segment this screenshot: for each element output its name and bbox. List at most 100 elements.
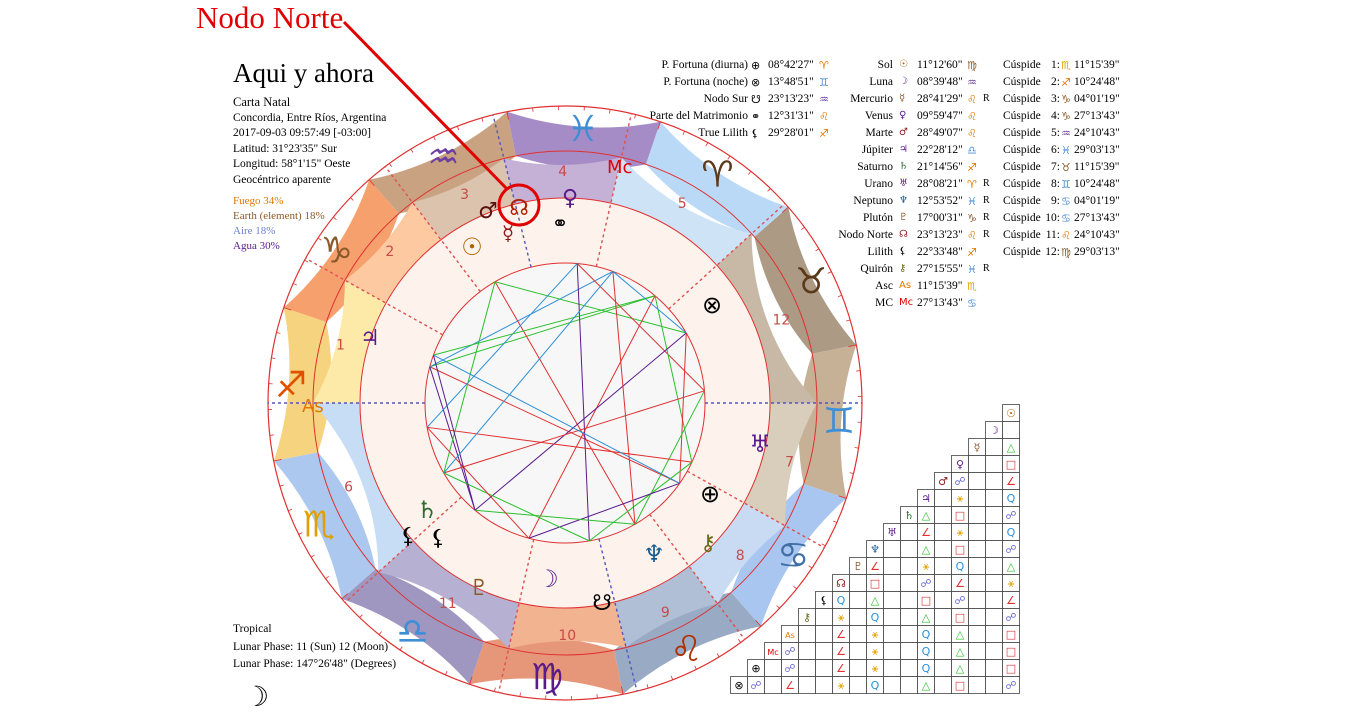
aspect-symbol-icon: △ (956, 662, 965, 675)
aspect-grid-cell (935, 524, 952, 541)
aspect-grid-cell (901, 592, 918, 609)
aspect-symbol-icon: △ (922, 509, 931, 522)
aspect-symbol-icon: ⚹ (923, 560, 930, 573)
aspect-grid-cell (969, 541, 986, 558)
aspect-grid-cell (884, 541, 901, 558)
aspect-grid-cell (969, 473, 986, 490)
aspect-grid-cell (935, 507, 952, 524)
aspect-grid-cell (986, 609, 1003, 626)
aspect-symbol-icon: ☍ (954, 594, 965, 607)
aspect-symbol-icon: □ (921, 594, 931, 607)
aspect-grid-glyph-icon: Mc (767, 648, 778, 657)
aspect-symbol-icon: ☍ (1005, 509, 1016, 522)
aspect-symbol-icon: Q (871, 611, 880, 624)
aspect-grid-cell (969, 456, 986, 473)
aspect-symbol-icon: ⚹ (872, 662, 879, 675)
aspect-grid-cell (969, 592, 986, 609)
aspect-symbol-icon: Q (956, 560, 965, 573)
aspect-grid-cell (850, 643, 867, 660)
aspect-symbol-icon: △ (922, 611, 931, 624)
aspect-grid-glyph-icon: ♇ (853, 560, 863, 573)
aspect-symbol-icon: Q (871, 679, 880, 692)
aspect-grid-cell (986, 524, 1003, 541)
aspect-grid-glyph-icon: ♄ (904, 509, 914, 522)
aspect-grid-cell (986, 643, 1003, 660)
aspect-symbol-icon: □ (955, 509, 965, 522)
aspect-grid-cell (884, 626, 901, 643)
aspect-symbol-icon: Q (922, 645, 931, 658)
aspect-grid-cell (986, 541, 1003, 558)
aspect-grid-cell (850, 660, 867, 677)
aspect-grid-cell (986, 592, 1003, 609)
aspect-symbol-icon: ⚹ (838, 679, 845, 692)
aspect-symbol-icon: △ (922, 679, 931, 692)
aspect-grid-cell (986, 626, 1003, 643)
aspect-grid-cell (935, 575, 952, 592)
aspect-grid-cell (935, 592, 952, 609)
aspect-symbol-icon: Q (922, 662, 931, 675)
aspect-grid-cell (884, 677, 901, 694)
aspect-grid-glyph-icon: ☽ (989, 424, 999, 437)
aspect-symbol-icon: ☍ (920, 577, 931, 590)
aspect-grid-cell (935, 643, 952, 660)
aspect-grid-cell (969, 524, 986, 541)
aspect-grid-cell (850, 575, 867, 592)
aspect-grid-cell (969, 575, 986, 592)
aspect-symbol-icon: □ (1006, 662, 1016, 675)
aspect-grid-cell (901, 558, 918, 575)
aspect-symbol-icon: ☍ (750, 679, 761, 692)
aspect-grid-cell (1003, 422, 1020, 439)
aspect-grid-cell (816, 626, 833, 643)
aspect-grid-glyph-icon: ♃ (921, 492, 931, 505)
aspect-grid-cell (799, 677, 816, 694)
aspect-grid-cell (986, 558, 1003, 575)
aspect-symbol-icon: □ (955, 543, 965, 556)
aspect-grid-cell (986, 439, 1003, 456)
annotation-circle (499, 185, 539, 225)
aspect-grid-glyph-icon: ⊕ (751, 662, 760, 675)
aspect-grid-cell (765, 660, 782, 677)
aspect-symbol-icon: □ (1006, 458, 1016, 471)
aspect-grid-cell (986, 660, 1003, 677)
aspect-symbol-icon: ⚹ (957, 526, 964, 539)
aspect-grid-glyph-icon: ♀ (956, 458, 964, 471)
aspect-grid-cell (901, 609, 918, 626)
aspect-grid-cell (969, 626, 986, 643)
aspect-symbol-icon: △ (956, 645, 965, 658)
aspect-grid-cell (969, 507, 986, 524)
aspect-symbol-icon: △ (1007, 560, 1016, 573)
aspect-grid-cell (969, 490, 986, 507)
aspect-grid-glyph-icon: ⚸ (820, 594, 828, 607)
aspect-grid-cell (935, 490, 952, 507)
aspect-symbol-icon: △ (956, 628, 965, 641)
aspect-grid-cell (901, 541, 918, 558)
aspect-symbol-icon: ∠ (785, 679, 795, 692)
aspect-grid-cell (901, 677, 918, 694)
aspect-grid-cell (850, 677, 867, 694)
aspect-symbol-icon: ☍ (1005, 543, 1016, 556)
aspect-grid-cell (850, 592, 867, 609)
aspect-grid-glyph-icon: ♂ (938, 475, 948, 488)
aspect-symbol-icon: Q (1007, 492, 1016, 505)
aspect-grid-glyph-icon: ☉ (1006, 407, 1016, 420)
aspect-grid-cell (799, 660, 816, 677)
aspect-grid-cell (816, 643, 833, 660)
aspect-grid-cell (816, 609, 833, 626)
aspect-symbol-icon: ∠ (836, 645, 846, 658)
aspect-grid-cell (901, 575, 918, 592)
aspect-grid-cell (884, 558, 901, 575)
aspect-grid-glyph-icon: ☿ (974, 441, 981, 454)
aspect-grid-glyph-icon: ⊗ (734, 679, 743, 692)
aspect-grid-cell (799, 643, 816, 660)
aspect-grid-cell (884, 660, 901, 677)
aspect-symbol-icon: □ (955, 679, 965, 692)
aspect-grid-cell (901, 643, 918, 660)
aspect-symbol-icon: □ (1006, 628, 1016, 641)
aspect-grid-cell (969, 609, 986, 626)
aspect-grid-cell (986, 456, 1003, 473)
aspect-grid-glyph-icon: As (785, 631, 795, 640)
aspect-grid-cell (986, 490, 1003, 507)
aspect-grid-cell (901, 626, 918, 643)
aspect-symbol-icon: ∠ (921, 526, 931, 539)
aspect-symbol-icon: ∠ (870, 560, 880, 573)
